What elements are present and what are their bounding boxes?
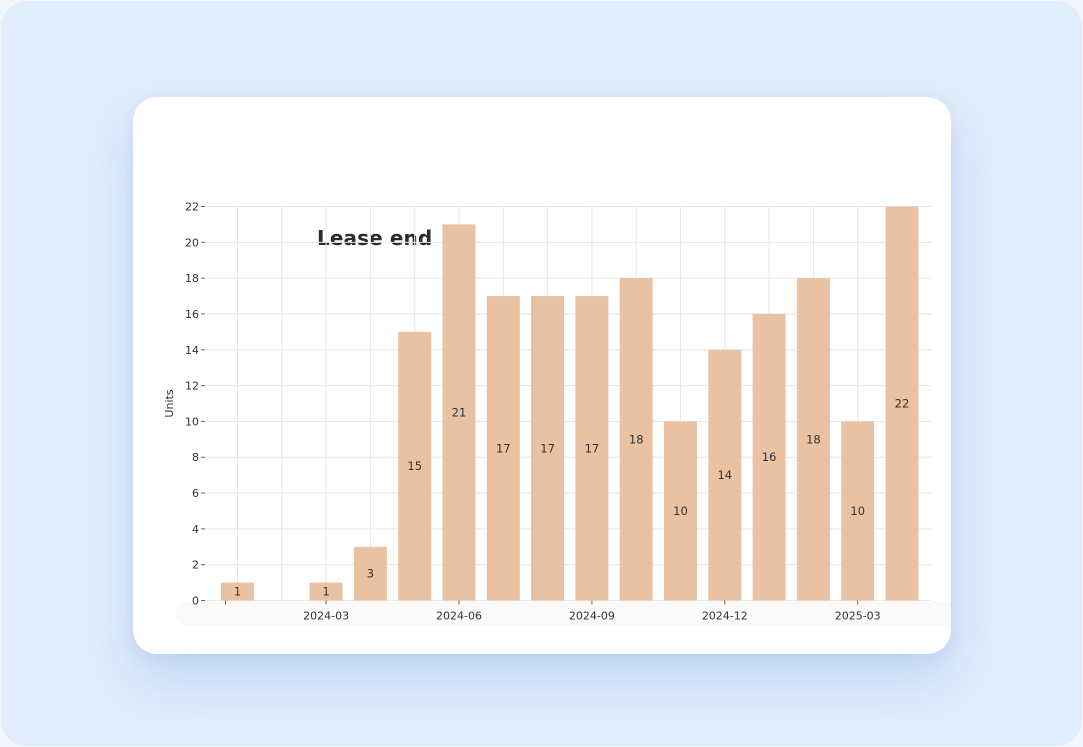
bar-data-label: 10 xyxy=(673,504,688,518)
y-tick-label: 14 xyxy=(185,344,199,357)
y-tick-label: 10 xyxy=(185,415,199,428)
bar-data-label: 10 xyxy=(850,504,865,518)
y-tick-label: 16 xyxy=(185,308,199,321)
x-tick-label: 2024-09 xyxy=(569,610,615,623)
bar xyxy=(442,224,476,601)
bar-data-label: 17 xyxy=(540,441,555,455)
bar-chart: 0 2 4 6 8 10 12 14 16 18 20 22 1 1 3 15 21 17 17 17 18 10 14 16… xyxy=(163,201,951,626)
y-tick-label: 6 xyxy=(192,487,199,500)
bar-data-label: 3 xyxy=(367,567,374,581)
bar xyxy=(353,546,387,601)
bar-data-label: 17 xyxy=(496,441,511,455)
y-tick-label: 12 xyxy=(185,380,199,393)
chart-title: Lease end xyxy=(317,226,433,250)
bar-data-label: 17 xyxy=(585,441,600,455)
bar xyxy=(841,421,875,601)
bar xyxy=(398,331,432,601)
bar-data-label: 21 xyxy=(452,405,467,419)
x-tick-label: 2024-12 xyxy=(702,610,748,623)
chart-card: Lease end 0 2 4 6 8 10 12 14 16 18 20 22 1 1 3 15 21 17 17… xyxy=(133,97,951,654)
x-tick-label: 2024-06 xyxy=(436,610,482,623)
y-tick-label: 2 xyxy=(192,559,199,572)
bar-data-label: 15 xyxy=(407,459,422,473)
y-tick-label: 20 xyxy=(185,236,199,249)
bar xyxy=(309,582,343,601)
y-tick-label: 4 xyxy=(192,523,199,536)
bar xyxy=(708,349,742,601)
bar xyxy=(619,278,653,601)
bar xyxy=(752,313,786,601)
bar-data-label: 16 xyxy=(762,450,777,464)
bar xyxy=(796,278,830,601)
bar-data-label: 1 xyxy=(322,585,329,599)
bar-data-label: 18 xyxy=(629,432,644,446)
bar xyxy=(664,421,697,601)
x-tick-label: 2025-03 xyxy=(835,610,881,623)
y-tick-label: 18 xyxy=(185,272,199,285)
bar-data-label: 14 xyxy=(717,468,732,482)
bar-data-label: 1 xyxy=(234,585,241,599)
y-axis-title: Units xyxy=(163,389,176,417)
bar xyxy=(575,296,609,601)
y-tick-label: 0 xyxy=(192,595,199,608)
x-axis-band xyxy=(175,601,951,626)
bar xyxy=(221,582,254,601)
bar xyxy=(486,296,520,601)
x-tick-label: 2024-03 xyxy=(303,610,349,623)
bar xyxy=(531,296,565,601)
bar-data-label: 18 xyxy=(806,432,821,446)
y-tick-label: 8 xyxy=(192,451,199,464)
bar xyxy=(885,206,919,601)
bar-data-label: 22 xyxy=(895,397,910,411)
y-tick-label: 22 xyxy=(185,201,199,214)
